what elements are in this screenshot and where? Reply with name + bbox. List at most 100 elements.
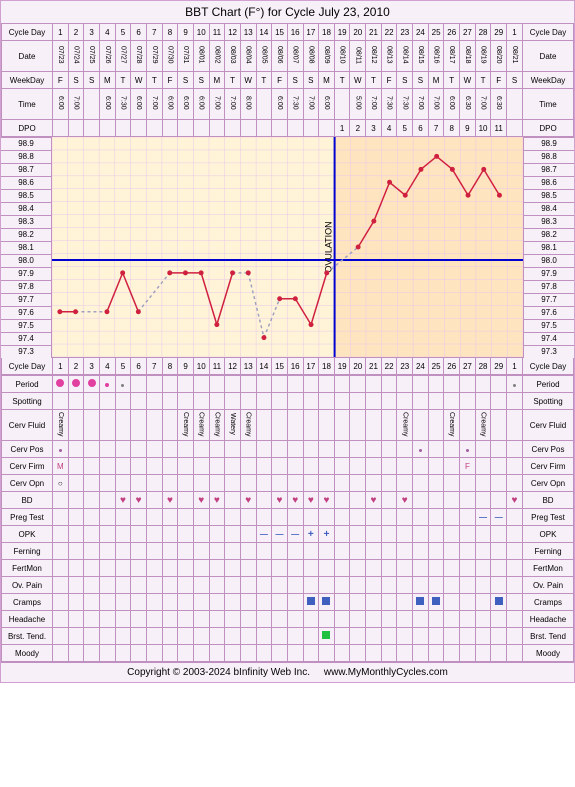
ytick: 98.9 [524, 137, 574, 150]
cell [444, 645, 460, 662]
cell [319, 645, 335, 662]
cell [240, 376, 256, 393]
cell: 7:00 [475, 89, 491, 120]
cell: Creamy [193, 410, 209, 441]
ytick: 98.5 [524, 189, 574, 202]
cell [256, 492, 272, 509]
cell [53, 594, 69, 611]
cell [256, 577, 272, 594]
cell: 07/25 [84, 41, 100, 72]
cell [146, 492, 162, 509]
cell [334, 611, 350, 628]
cell [68, 526, 84, 543]
site-link[interactable]: www.MyMonthlyCycles.com [324, 667, 448, 678]
cell [444, 594, 460, 611]
cell: W [131, 72, 147, 89]
cell [507, 410, 523, 441]
cell [240, 645, 256, 662]
yaxis-left: 98.998.898.798.698.598.498.398.298.198.0… [1, 137, 52, 357]
cell [240, 526, 256, 543]
cell [491, 645, 507, 662]
cell [115, 611, 131, 628]
cell [193, 628, 209, 645]
ytick: 97.6 [524, 306, 574, 319]
ytick: 97.3 [1, 345, 51, 358]
row-ferning: FerningFerning [2, 543, 574, 560]
cell [428, 376, 444, 393]
cell [84, 120, 100, 137]
cell: S [287, 72, 303, 89]
cell [84, 492, 100, 509]
cell [178, 492, 194, 509]
cell [272, 458, 288, 475]
cell [366, 458, 382, 475]
cell [99, 441, 115, 458]
cell: 3 [84, 24, 100, 41]
cell [428, 543, 444, 560]
cell: Creamy [178, 410, 194, 441]
cell [491, 441, 507, 458]
cell: 3 [84, 358, 100, 375]
row-label-right: FertMon [523, 560, 574, 577]
cell [162, 376, 178, 393]
cell [146, 410, 162, 441]
cell: 17 [303, 24, 319, 41]
cell [178, 560, 194, 577]
ytick: 98.8 [1, 150, 51, 163]
cell: F [381, 72, 397, 89]
cell [334, 526, 350, 543]
cell [381, 526, 397, 543]
cell [68, 410, 84, 441]
cell: 7:30 [287, 89, 303, 120]
cell [287, 458, 303, 475]
row-weekday: WeekDayFSSMTWTFSSMTWTFSSMTWTFSSMTWTFSWee… [2, 72, 574, 89]
cell [115, 376, 131, 393]
cell [84, 89, 100, 120]
cell [131, 543, 147, 560]
cell [240, 628, 256, 645]
cell: 7:30 [115, 89, 131, 120]
cell: M [428, 72, 444, 89]
cell: 12 [225, 24, 241, 41]
cell: M [99, 72, 115, 89]
cell [256, 560, 272, 577]
cell [381, 611, 397, 628]
ytick: 98.2 [524, 228, 574, 241]
cell [319, 509, 335, 526]
cell [146, 120, 162, 137]
ytick: 98.6 [524, 176, 574, 189]
cell [444, 458, 460, 475]
cell: 08/01 [193, 41, 209, 72]
cell [84, 441, 100, 458]
cell: 26 [444, 24, 460, 41]
cell: 7 [146, 24, 162, 41]
cell [287, 560, 303, 577]
ytick: 98.1 [524, 241, 574, 254]
cell [209, 376, 225, 393]
ytick: 98.3 [524, 215, 574, 228]
cell: T [256, 72, 272, 89]
cell: F [460, 458, 476, 475]
cell [381, 509, 397, 526]
ytick: 97.9 [524, 267, 574, 280]
row-date: Date07/2307/2407/2507/2607/2707/2807/290… [2, 41, 574, 72]
cell [256, 393, 272, 410]
cell [428, 628, 444, 645]
cell [397, 594, 413, 611]
cell [146, 611, 162, 628]
cell: 08/09 [319, 41, 335, 72]
row-cervpos: Cerv PosCerv Pos [2, 441, 574, 458]
cell [209, 628, 225, 645]
cell: ♥ [193, 492, 209, 509]
cell [131, 376, 147, 393]
cell [162, 594, 178, 611]
cell: 15 [272, 358, 288, 375]
cell [444, 393, 460, 410]
cell [256, 376, 272, 393]
cell [381, 441, 397, 458]
row-label-right: WeekDay [523, 72, 574, 89]
cell [256, 543, 272, 560]
cell: W [240, 72, 256, 89]
cell [334, 628, 350, 645]
cell [115, 475, 131, 492]
